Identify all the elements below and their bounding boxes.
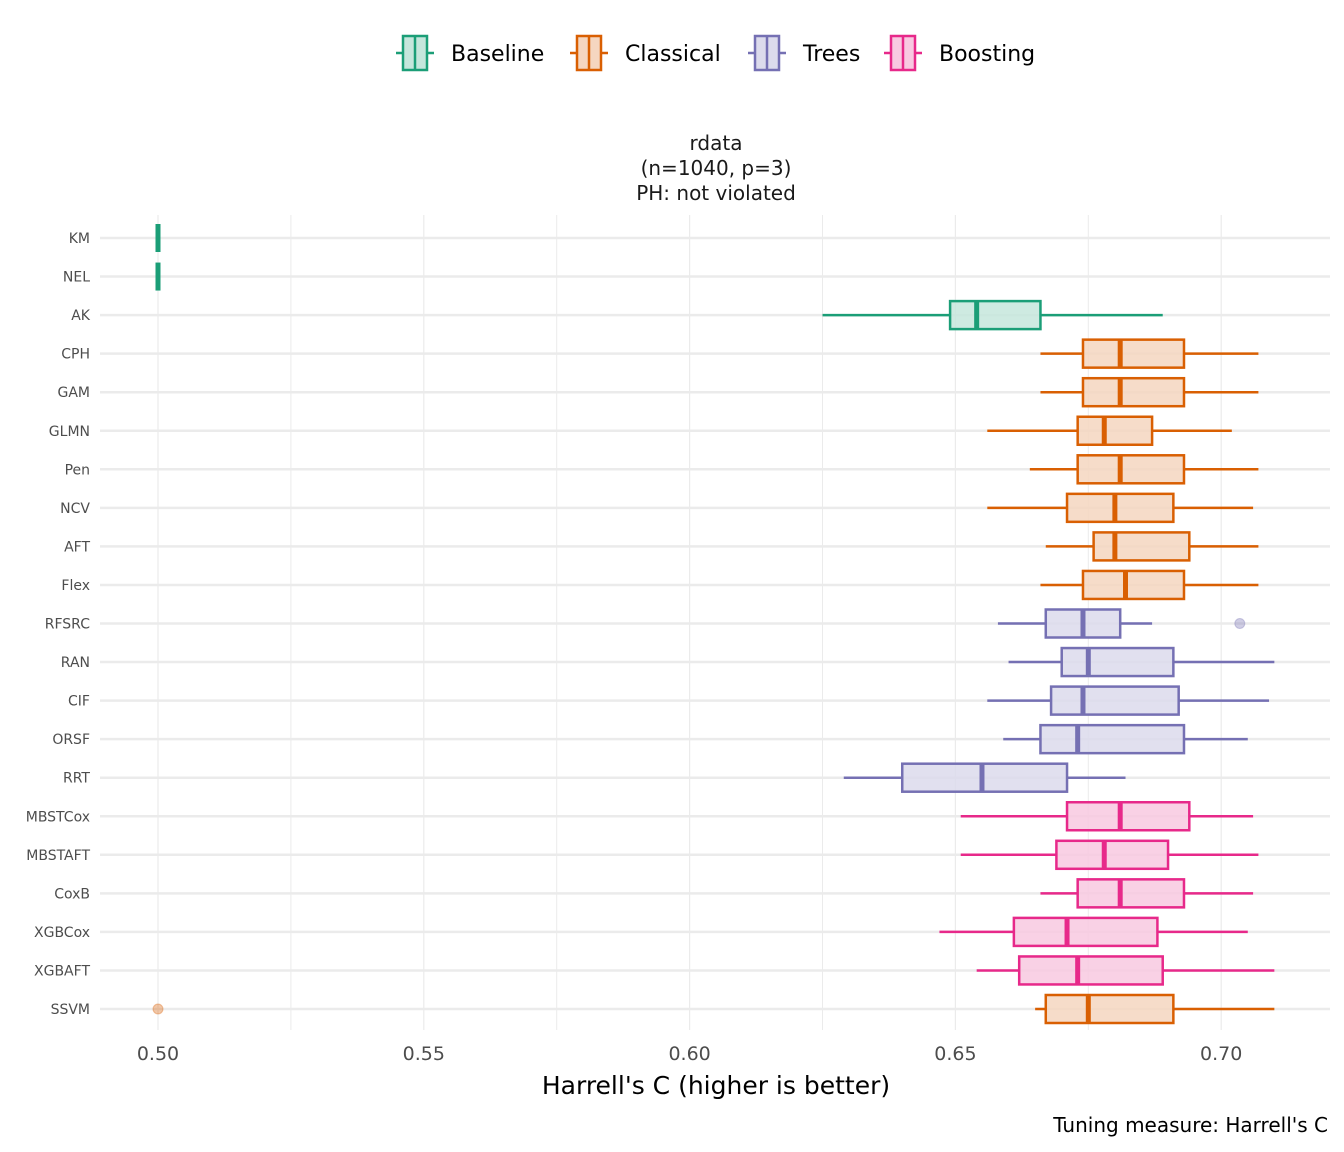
y-tick-label: ORSF	[52, 732, 90, 748]
box-cif	[987, 685, 1270, 716]
box-cph	[1040, 338, 1259, 369]
box-mbstcox	[960, 801, 1254, 832]
y-tick-label: Pen	[65, 462, 90, 478]
box-rfsrc	[997, 608, 1246, 639]
y-tick-label: XGBCox	[34, 925, 90, 941]
x-tick-label: 0.65	[934, 1043, 976, 1065]
box-xgbaft	[976, 955, 1275, 986]
legend: Baseline Classical Trees Boosting	[396, 34, 1035, 72]
y-tick-label: CPH	[61, 347, 90, 363]
x-tick-label: 0.50	[137, 1043, 179, 1065]
y-tick-label: CoxB	[54, 886, 90, 902]
title-line-1: rdata	[690, 131, 743, 155]
y-tick-label: KM	[69, 231, 90, 247]
x-axis-label: Harrell's C (higher is better)	[542, 1071, 890, 1100]
box-glmn	[987, 415, 1232, 446]
box-mbstaft	[960, 839, 1259, 871]
x-tick-label: 0.55	[403, 1043, 445, 1065]
box-iqr	[1065, 492, 1175, 524]
box-iqr	[1039, 723, 1186, 755]
caption: Tuning measure: Harrell's C	[1052, 1113, 1328, 1137]
y-tick-label: AFT	[64, 539, 90, 555]
legend-item-baseline: Baseline	[396, 34, 544, 72]
box-iqr	[1055, 839, 1170, 871]
y-tick-label: SSVM	[51, 1002, 90, 1018]
box-aft	[1045, 531, 1259, 562]
y-tick-label: CIF	[68, 694, 90, 710]
box-iqr	[1049, 685, 1180, 716]
box-iqr	[948, 299, 1042, 331]
box-xgbcox	[939, 916, 1248, 948]
legend-label: Boosting	[939, 42, 1035, 67]
legend-item-classical: Classical	[570, 34, 721, 72]
box-iqr	[1076, 454, 1186, 485]
x-axis-ticks: 0.50 0.55 0.60 0.65 0.70	[137, 1043, 1243, 1065]
y-tick-label: GLMN	[49, 424, 90, 440]
box-iqr	[1092, 531, 1191, 562]
box-iqr	[1076, 878, 1186, 909]
legend-label: Trees	[802, 42, 860, 67]
box-iqr	[1081, 338, 1186, 369]
y-tick-label: NCV	[60, 501, 90, 517]
box-coxb	[1040, 878, 1254, 909]
title-line-3: PH: not violated	[636, 181, 796, 205]
box-gam	[1040, 376, 1259, 408]
title-line-2: (n=1040, p=3)	[641, 156, 792, 180]
chart-title: rdata (n=1040, p=3) PH: not violated	[636, 131, 796, 205]
box-iqr	[1060, 646, 1175, 678]
y-tick-label: XGBAFT	[34, 963, 90, 979]
legend-label: Baseline	[451, 42, 544, 67]
box-rrt	[843, 762, 1126, 793]
y-tick-label: AK	[71, 308, 91, 324]
y-tick-label: RFSRC	[45, 617, 90, 633]
legend-label: Classical	[625, 42, 721, 67]
y-tick-label: NEL	[63, 270, 90, 286]
y-tick-label: MBSTCox	[26, 809, 90, 825]
y-tick-label: GAM	[57, 385, 90, 401]
outlier-point	[152, 1003, 164, 1015]
box-ssvm	[152, 993, 1275, 1025]
box-ncv	[987, 492, 1254, 524]
y-tick-label: Flex	[61, 578, 90, 594]
outlier-point	[1234, 618, 1246, 629]
box-iqr	[1076, 415, 1154, 446]
y-tick-label: RRT	[63, 771, 90, 787]
box-iqr	[1065, 801, 1191, 832]
box-iqr	[1081, 569, 1186, 601]
box-iqr	[900, 762, 1069, 793]
y-tick-label: RAN	[61, 655, 90, 671]
x-tick-label: 0.60	[668, 1043, 710, 1065]
x-tick-label: 0.70	[1200, 1043, 1242, 1065]
y-tick-label: MBSTAFT	[26, 848, 90, 864]
box-iqr	[1017, 955, 1164, 986]
box-flex	[1040, 569, 1259, 601]
y-axis-ticks: KM NEL AK CPH GAM GLMN Pen NCV AFT Flex RFSRC RAN CI…	[26, 231, 91, 1018]
box-iqr	[1044, 993, 1175, 1025]
legend-item-trees: Trees	[748, 34, 860, 72]
legend-item-boosting: Boosting	[884, 34, 1035, 72]
boxes	[152, 224, 1275, 1025]
box-pen	[1029, 454, 1259, 485]
box-orsf	[1003, 723, 1248, 755]
box-iqr	[1012, 916, 1159, 948]
box-ran	[1008, 646, 1275, 678]
box-iqr	[1081, 376, 1186, 408]
box-ak	[822, 299, 1163, 331]
